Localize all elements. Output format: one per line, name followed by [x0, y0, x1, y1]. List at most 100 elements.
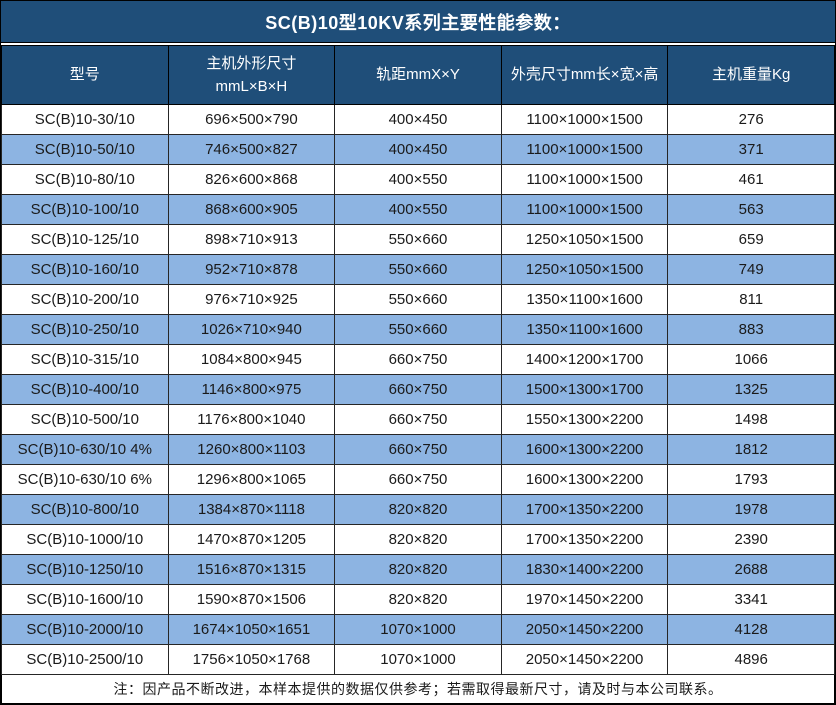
- table-cell: 1070×1000: [334, 644, 502, 675]
- table-cell: 1756×1050×1768: [167, 644, 336, 675]
- table-cell: 1600×1300×2200: [500, 434, 669, 465]
- table-cell: 1500×1300×1700: [500, 374, 669, 405]
- table-cell: SC(B)10-2000/10: [1, 614, 169, 645]
- table-cell: 400×550: [334, 194, 502, 225]
- table-cell: 1550×1300×2200: [500, 404, 669, 435]
- table-cell: 952×710×878: [167, 254, 336, 285]
- table-cell: 1100×1000×1500: [500, 134, 669, 165]
- table-cell: 1350×1100×1600: [500, 284, 669, 315]
- column-header-main-dimensions: 主机外形尺寸 mmL×B×H: [167, 45, 336, 105]
- table-cell: 276: [667, 104, 835, 135]
- table-cell: 1400×1200×1700: [500, 344, 669, 375]
- table-cell: 1498: [667, 404, 835, 435]
- table-cell: 883: [667, 314, 835, 345]
- table-cell: 659: [667, 224, 835, 255]
- table-cell: 2390: [667, 524, 835, 555]
- table-body: SC(B)10-30/10 696×500×790 400×450 1100×1000…: [1, 104, 835, 675]
- table-cell: 550×660: [334, 224, 502, 255]
- table-cell: 1812: [667, 434, 835, 465]
- table-cell: 2050×1450×2200: [500, 644, 669, 675]
- table-cell: 2050×1450×2200: [500, 614, 669, 645]
- page-title: SC(B)10型10KV系列主要性能参数：: [1, 1, 835, 43]
- table-cell: 1260×800×1103: [167, 434, 336, 465]
- table-cell: SC(B)10-400/10: [1, 374, 169, 405]
- table-cell: SC(B)10-80/10: [1, 164, 169, 195]
- table-cell: SC(B)10-2500/10: [1, 644, 169, 675]
- table-cell: 1070×1000: [334, 614, 502, 645]
- column-header-label: 轨距mmX×Y: [376, 66, 460, 84]
- table-cell: 1516×870×1315: [167, 554, 336, 585]
- column-header-sublabel: mmL×B×H: [215, 78, 288, 95]
- table-row: SC(B)10-630/10 6% 1296×800×1065 660×750 160…: [1, 464, 835, 495]
- table-cell: 660×750: [334, 434, 502, 465]
- table-row: SC(B)10-80/10 826×600×868 400×550 1100×1000…: [1, 164, 835, 195]
- column-header-label: 主机重量Kg: [712, 66, 791, 84]
- table-cell: SC(B)10-1600/10: [1, 584, 169, 615]
- table-cell: 1325: [667, 374, 835, 405]
- table-cell: 550×660: [334, 254, 502, 285]
- table-cell: 660×750: [334, 464, 502, 495]
- table-cell: 563: [667, 194, 835, 225]
- table-cell: 1100×1000×1500: [500, 194, 669, 225]
- table-cell: 826×600×868: [167, 164, 336, 195]
- footer-note: 注：因产品不断改进，本样本提供的数据仅供参考；若需取得最新尺寸，请及时与本公司联…: [1, 674, 835, 704]
- table-row: SC(B)10-100/10 868×600×905 400×550 1100×100…: [1, 194, 835, 225]
- table-cell: 400×550: [334, 164, 502, 195]
- table-cell: 820×820: [334, 494, 502, 525]
- table-cell: 749: [667, 254, 835, 285]
- table-cell: 868×600×905: [167, 194, 336, 225]
- table-row: SC(B)10-2000/10 1674×1050×1651 1070×1000 20…: [1, 614, 835, 645]
- table-cell: 1146×800×975: [167, 374, 336, 405]
- table-cell: 1470×870×1205: [167, 524, 336, 555]
- table-cell: 400×450: [334, 134, 502, 165]
- table-cell: 1066: [667, 344, 835, 375]
- table-cell: 1600×1300×2200: [500, 464, 669, 495]
- table-row: SC(B)10-200/10 976×710×925 550×660 1350×110…: [1, 284, 835, 315]
- table-cell: SC(B)10-50/10: [1, 134, 169, 165]
- spec-table: 型号 主机外形尺寸 mmL×B×H 轨距mmX×Y 外壳尺寸mm长×宽×高 主机…: [1, 45, 835, 704]
- table-cell: 1830×1400×2200: [500, 554, 669, 585]
- table-row: SC(B)10-630/10 4% 1260×800×1103 660×750 160…: [1, 434, 835, 465]
- table-cell: 2688: [667, 554, 835, 585]
- table-row: SC(B)10-160/10 952×710×878 550×660 1250×105…: [1, 254, 835, 285]
- column-header-model: 型号: [1, 45, 169, 105]
- table-cell: 4128: [667, 614, 835, 645]
- table-cell: 1978: [667, 494, 835, 525]
- table-cell: 1026×710×940: [167, 314, 336, 345]
- table-cell: SC(B)10-100/10: [1, 194, 169, 225]
- table-cell: 1793: [667, 464, 835, 495]
- table-cell: 1970×1450×2200: [500, 584, 669, 615]
- column-header-label: 型号: [69, 66, 100, 84]
- header-row: 型号 主机外形尺寸 mmL×B×H 轨距mmX×Y 外壳尺寸mm长×宽×高 主机…: [1, 45, 835, 105]
- table-cell: 1590×870×1506: [167, 584, 336, 615]
- table-cell: 898×710×913: [167, 224, 336, 255]
- table-cell: 976×710×925: [167, 284, 336, 315]
- table-cell: SC(B)10-200/10: [1, 284, 169, 315]
- table-cell: 811: [667, 284, 835, 315]
- column-header-weight: 主机重量Kg: [667, 45, 835, 105]
- table-cell: 660×750: [334, 404, 502, 435]
- table-row: SC(B)10-250/10 1026×710×940 550×660 1350×11…: [1, 314, 835, 345]
- table-cell: 1100×1000×1500: [500, 104, 669, 135]
- table-cell: 1350×1100×1600: [500, 314, 669, 345]
- table-cell: 660×750: [334, 344, 502, 375]
- table-cell: 1700×1350×2200: [500, 524, 669, 555]
- table-cell: 4896: [667, 644, 835, 675]
- table-cell: 371: [667, 134, 835, 165]
- table-cell: 461: [667, 164, 835, 195]
- footer-row: 注：因产品不断改进，本样本提供的数据仅供参考；若需取得最新尺寸，请及时与本公司联…: [1, 674, 835, 704]
- table-cell: SC(B)10-30/10: [1, 104, 169, 135]
- table-cell: SC(B)10-1000/10: [1, 524, 169, 555]
- table-cell: 1100×1000×1500: [500, 164, 669, 195]
- table-row: SC(B)10-50/10 746×500×827 400×450 1100×1000…: [1, 134, 835, 165]
- table-row: SC(B)10-315/10 1084×800×945 660×750 1400×12…: [1, 344, 835, 375]
- title-header-divider: [1, 43, 835, 45]
- table-row: SC(B)10-400/10 1146×800×975 660×750 1500×13…: [1, 374, 835, 405]
- table-cell: SC(B)10-315/10: [1, 344, 169, 375]
- table-cell: 1700×1350×2200: [500, 494, 669, 525]
- column-header-enclosure-size: 外壳尺寸mm长×宽×高: [500, 45, 669, 105]
- table-cell: 1176×800×1040: [167, 404, 336, 435]
- table-cell: SC(B)10-250/10: [1, 314, 169, 345]
- table-cell: 1296×800×1065: [167, 464, 336, 495]
- table-footer: 注：因产品不断改进，本样本提供的数据仅供参考；若需取得最新尺寸，请及时与本公司联…: [1, 674, 835, 704]
